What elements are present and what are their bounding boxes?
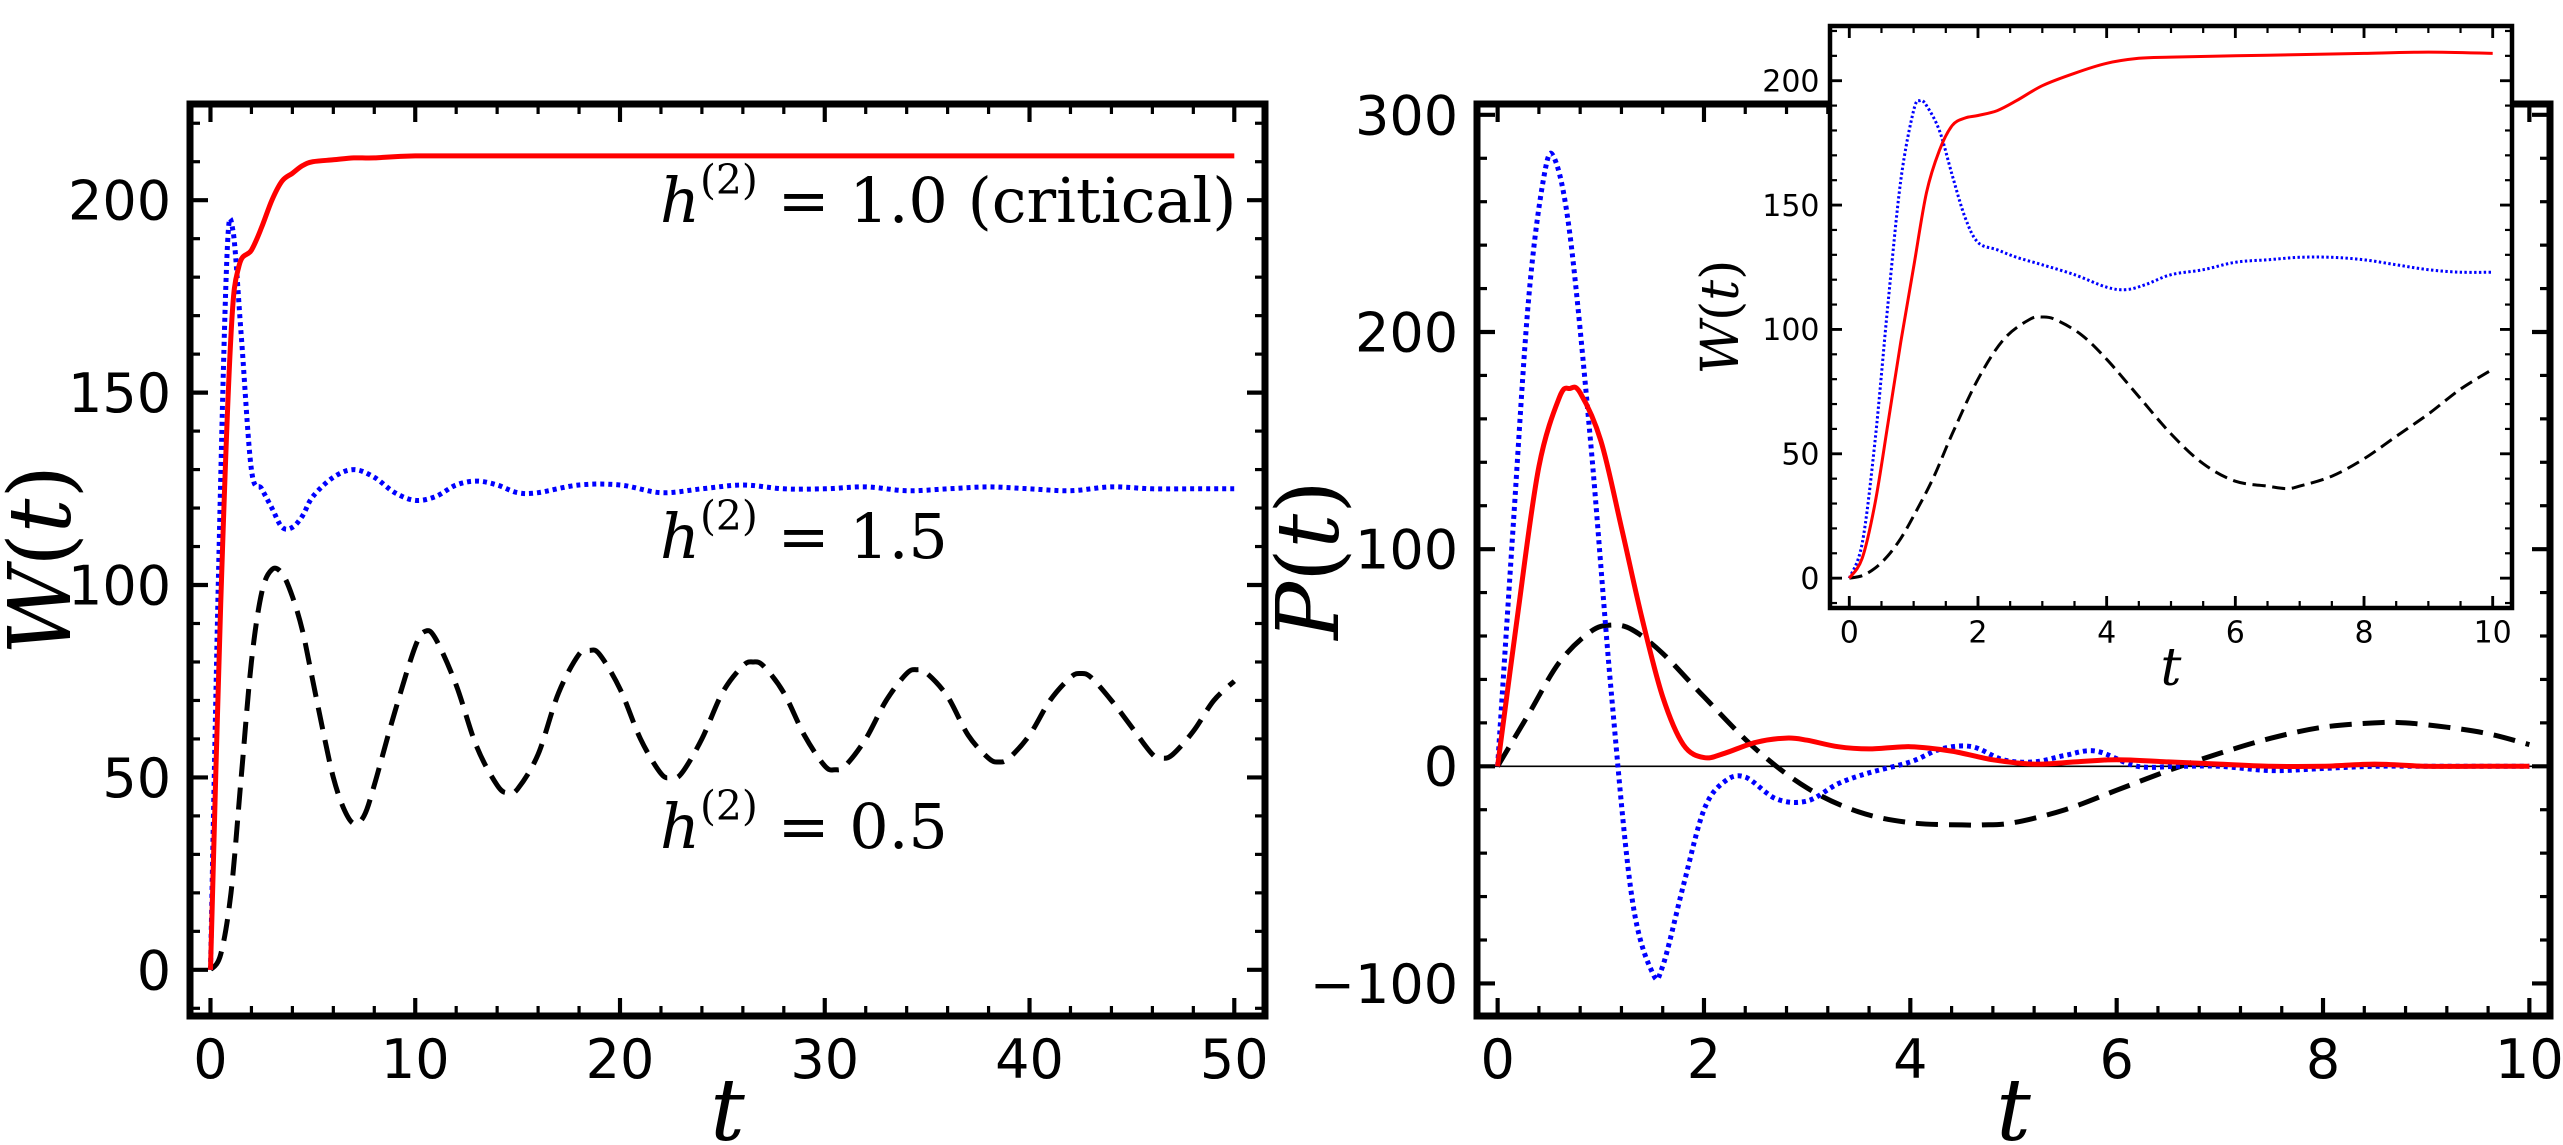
y-tick-label: 50 xyxy=(102,747,171,810)
series-line-h2-1_5 xyxy=(1495,150,2530,982)
y-tick-label: 100 xyxy=(1355,519,1458,582)
x-tick-label: 4 xyxy=(2097,616,2116,651)
y-tick-label: 100 xyxy=(1762,313,1819,348)
x-tick-label: 20 xyxy=(586,1028,655,1091)
x-tick-label: 6 xyxy=(2226,616,2245,651)
x-tick-label: 0 xyxy=(1480,1028,1514,1091)
series-line-h2-1_0 xyxy=(208,153,1235,970)
y-tick-label: 100 xyxy=(68,554,171,617)
y-tick-label: 200 xyxy=(1355,301,1458,364)
x-tick-label: 10 xyxy=(2495,1028,2563,1091)
x-tick-label: 40 xyxy=(995,1028,1064,1091)
x-tick-label: 4 xyxy=(1893,1028,1927,1091)
series-line-h2-1_5 xyxy=(208,216,1235,970)
x-tick-label: 8 xyxy=(2354,616,2373,651)
series-annotation: h(2) = 1.0 (critical) xyxy=(660,156,1236,237)
series-annotation: h(2) = 0.5 xyxy=(660,782,948,863)
x-tick-label: 0 xyxy=(193,1028,227,1091)
series-line-h2-1_0 xyxy=(1495,384,2530,770)
series-annotation: h(2) = 1.5 xyxy=(660,492,948,573)
inset-background xyxy=(1830,26,2512,608)
y-tick-label: 0 xyxy=(1424,736,1458,799)
y-tick-label: 200 xyxy=(68,170,171,233)
series-line-h2-0_5 xyxy=(208,565,1237,972)
y-tick-label: 150 xyxy=(68,362,171,425)
y-axis-label: P(t) xyxy=(1259,480,1359,642)
y-tick-label: 150 xyxy=(1762,189,1819,224)
series-line-h2-1_0 xyxy=(1848,50,2493,580)
y-tick-label: 200 xyxy=(1762,65,1819,100)
x-tick-label: 8 xyxy=(2306,1028,2340,1091)
y-tick-label: 300 xyxy=(1355,84,1458,147)
x-tick-label: 50 xyxy=(1200,1028,1269,1091)
y-tick-label: 0 xyxy=(137,939,171,1002)
series-line-h2-0_5 xyxy=(1495,622,2531,828)
x-tick-label: 2 xyxy=(1687,1028,1721,1091)
series-line-h2-1_5 xyxy=(1847,98,2493,579)
x-axis-label: t xyxy=(1996,1061,2031,1145)
y-tick-label: 50 xyxy=(1781,438,1819,473)
axes-frame xyxy=(1827,23,2515,611)
y-axis-label: W(t) xyxy=(0,465,91,655)
x-axis-label: t xyxy=(2161,638,2182,698)
x-tick-label: 2 xyxy=(1968,616,1987,651)
series-line-h2-0_5 xyxy=(1848,315,2494,580)
x-tick-label: 10 xyxy=(381,1028,450,1091)
axes-frame xyxy=(186,100,1269,1020)
x-tick-label: 0 xyxy=(1840,616,1859,651)
y-axis-label: W(t) xyxy=(1691,260,1751,375)
y-tick-label: −100 xyxy=(1310,953,1458,1016)
x-tick-label: 6 xyxy=(2099,1028,2133,1091)
x-axis-label: t xyxy=(710,1061,745,1145)
x-tick-label: 10 xyxy=(2474,616,2512,651)
left-panel-w-of-t: 0 10 20 30 40 50 0 50 100 150 200 t W(t) h(2) = 1.0 (… xyxy=(0,100,1269,1145)
x-tick-label: 30 xyxy=(790,1028,859,1091)
y-tick-label: 0 xyxy=(1800,562,1819,597)
